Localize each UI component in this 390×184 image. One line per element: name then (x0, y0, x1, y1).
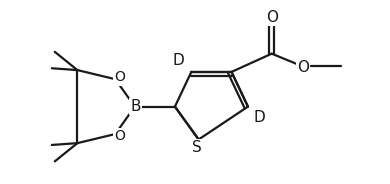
Text: O: O (266, 10, 278, 25)
Text: O: O (114, 129, 125, 143)
Text: D: D (253, 110, 265, 125)
Text: B: B (131, 99, 141, 114)
Text: O: O (114, 70, 125, 84)
Text: D: D (173, 54, 184, 68)
Text: O: O (297, 60, 309, 75)
Text: S: S (192, 140, 202, 155)
